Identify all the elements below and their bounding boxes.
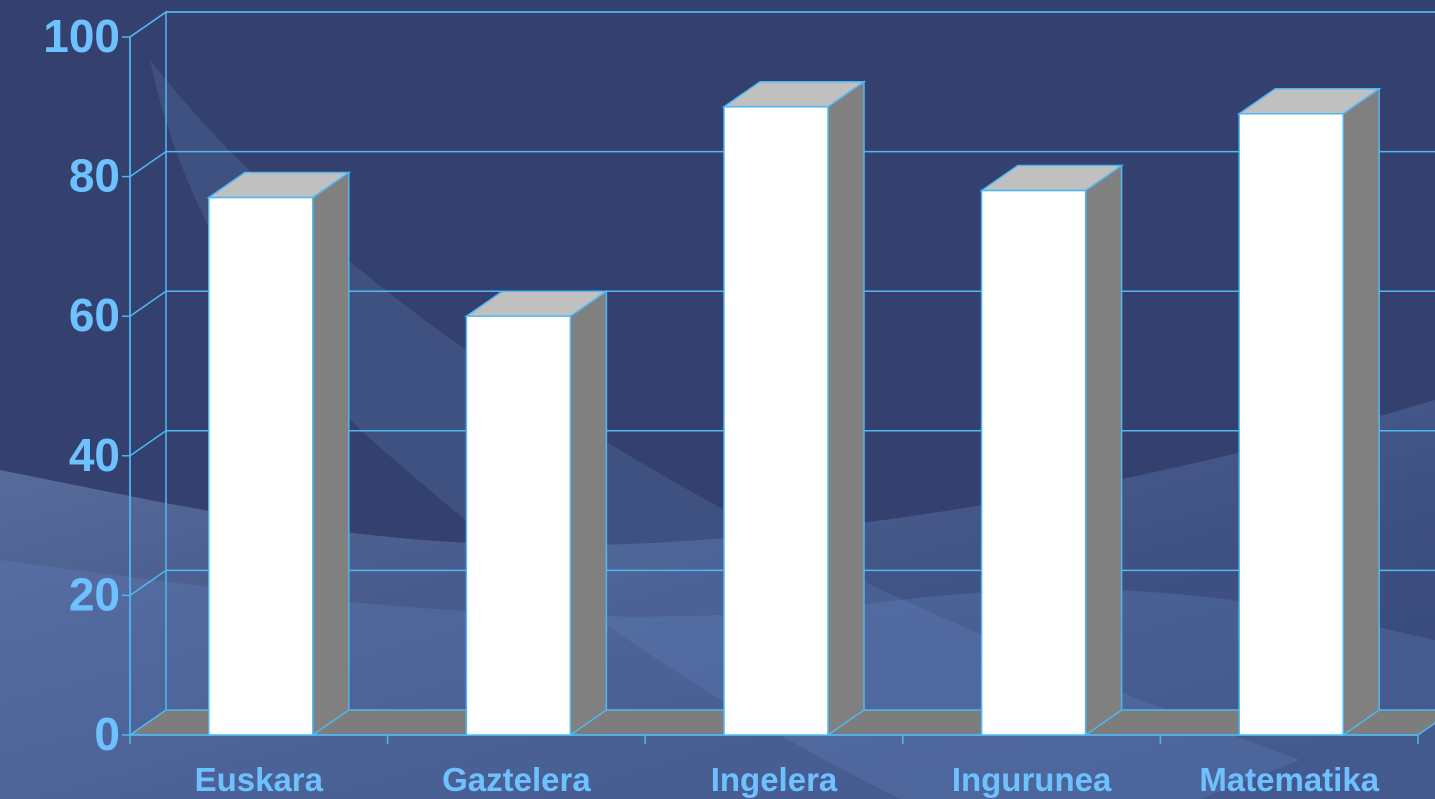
- bar-front: [208, 196, 314, 736]
- x-tick-label: Euskara: [195, 761, 324, 798]
- y-tick-label: 40: [69, 429, 120, 481]
- bar-side: [312, 171, 350, 737]
- x-tick-label: Ingurunea: [952, 761, 1112, 798]
- bars: [206, 80, 1382, 737]
- bar-side: [827, 80, 865, 737]
- y-tick-label: 20: [69, 568, 120, 620]
- bar-front: [1238, 113, 1344, 736]
- bar-front: [465, 315, 572, 736]
- bar-front: [723, 106, 829, 736]
- y-tick-label: 0: [94, 708, 120, 760]
- gridline-diagonal: [129, 11, 167, 38]
- x-tick-label: Gaztelera: [442, 761, 591, 798]
- y-tick-label: 60: [69, 289, 120, 341]
- bar: [979, 164, 1124, 737]
- bar-front: [980, 189, 1087, 736]
- gridline-diagonal: [129, 150, 167, 178]
- bar: [721, 80, 867, 737]
- bar-side: [569, 289, 608, 737]
- bar-side: [1342, 87, 1380, 737]
- gridline-diagonal: [129, 569, 167, 597]
- y-axis-ticks: 0 20 40 60 80 100: [43, 10, 130, 760]
- bar-side: [1084, 164, 1123, 737]
- x-tick-label: Ingelera: [711, 761, 838, 798]
- bar: [206, 171, 352, 737]
- bar: [1236, 87, 1382, 737]
- y-tick-label: 100: [43, 10, 120, 62]
- x-tick-label: Matematika: [1199, 761, 1379, 798]
- y-tick-label: 80: [69, 150, 120, 202]
- gridline-diagonal: [129, 430, 167, 457]
- bar: [464, 289, 609, 737]
- gridline-diagonal: [129, 290, 167, 317]
- x-axis-ticks: Euskara Gaztelera Ingelera Ingurunea Matemat…: [129, 735, 1419, 798]
